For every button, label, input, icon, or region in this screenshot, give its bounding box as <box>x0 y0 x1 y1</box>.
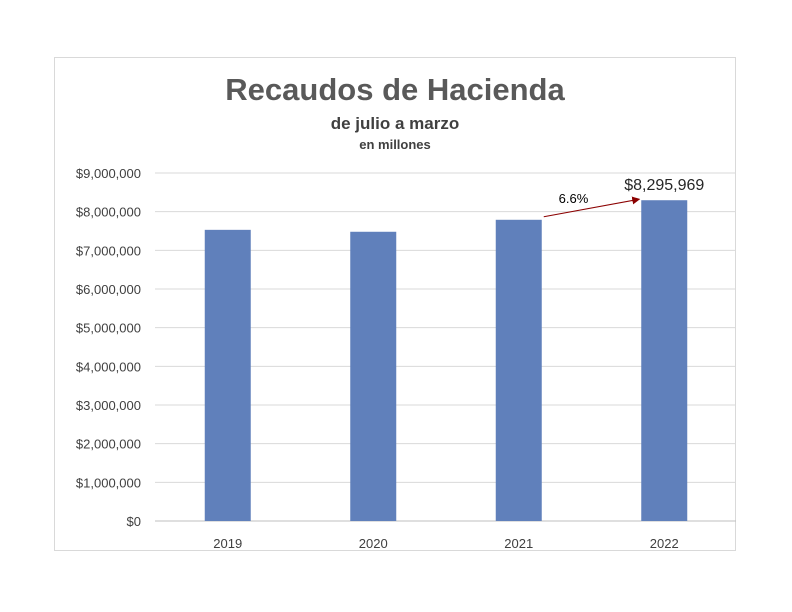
x-tick-label: 2022 <box>650 536 679 551</box>
growth-arrow <box>543 196 641 218</box>
bar-2020 <box>350 231 397 522</box>
y-tick-label: $3,000,000 <box>76 398 141 413</box>
growth-percentage-label: 6.6% <box>559 191 589 206</box>
chart-subtitle: de julio a marzo <box>331 114 459 133</box>
gridlines <box>155 172 736 522</box>
bar-2022 <box>641 200 688 521</box>
x-tick-label: 2021 <box>504 536 533 551</box>
bar-2021 <box>495 219 542 521</box>
y-tick-label: $4,000,000 <box>76 359 141 374</box>
y-tick-label: $7,000,000 <box>76 243 141 258</box>
y-axis: $0 $1,000,000 $2,000,000 $3,000,000 $4,000,0… <box>76 166 141 529</box>
chart-subsubtitle: en millones <box>359 137 431 152</box>
y-tick-label: $5,000,000 <box>76 321 141 336</box>
y-tick-label: $6,000,000 <box>76 282 141 297</box>
bars <box>204 200 688 522</box>
chart-title: Recaudos de Hacienda <box>225 72 565 107</box>
annotations: $8,295,969 6.6% <box>543 177 704 218</box>
y-tick-label: $0 <box>127 514 141 529</box>
x-axis: 2019 2020 2021 2022 <box>213 536 678 551</box>
x-tick-label: 2020 <box>359 536 388 551</box>
y-tick-label: $8,000,000 <box>76 205 141 220</box>
y-tick-label: $9,000,000 <box>76 166 141 181</box>
x-tick-label: 2019 <box>213 536 242 551</box>
bar-2019 <box>204 229 251 521</box>
data-label-2022: $8,295,969 <box>624 177 704 194</box>
y-tick-label: $1,000,000 <box>76 475 141 490</box>
y-tick-label: $2,000,000 <box>76 437 141 452</box>
